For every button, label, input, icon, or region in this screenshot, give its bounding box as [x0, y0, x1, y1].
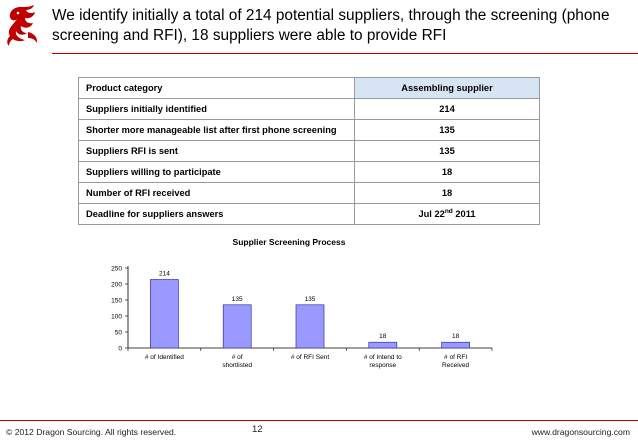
- screening-bar-chart: Supplier Screening Process 0 50 100 150 200 2…: [111, 237, 493, 369]
- page-number: 12: [252, 424, 263, 435]
- row-value: 135: [354, 140, 540, 162]
- bar: [441, 341, 470, 349]
- row-label: Deadline for suppliers answers: [78, 203, 355, 225]
- x-category-label: # of RFI Sent: [291, 354, 329, 361]
- x-category-label: # of Identified: [145, 354, 184, 361]
- deadline-ordinal: nd: [444, 208, 453, 216]
- bar-value-label: 135: [232, 296, 243, 303]
- x-category-label: # of Intend to response: [364, 354, 402, 369]
- table-row: Suppliers willing to participate 18: [78, 161, 540, 183]
- row-value: 18: [354, 182, 540, 204]
- copyright-text: © 2012 Dragon Sourcing. All rights reser…: [6, 427, 177, 437]
- supplier-table: Product category Assembling supplier Sup…: [78, 77, 540, 225]
- bar: [368, 341, 398, 349]
- dragon-logo-icon: [7, 5, 38, 46]
- row-label: Suppliers RFI is sent: [78, 140, 355, 162]
- y-tick-label: 100: [111, 314, 122, 321]
- footer-divider: [0, 420, 638, 421]
- table-row: Number of RFI received 18: [78, 182, 540, 204]
- bar-value-label: 135: [305, 296, 316, 303]
- bar: [150, 279, 179, 349]
- y-tick-label: 50: [115, 330, 123, 337]
- row-value: 135: [354, 119, 540, 141]
- table-row: Suppliers RFI is sent 135: [78, 140, 540, 162]
- bar: [295, 304, 325, 349]
- x-category-label: # of shortlisted: [222, 354, 252, 369]
- bar-value-label: 214: [159, 271, 170, 278]
- header-label: Product category: [78, 77, 355, 99]
- row-label: Shorter more manageable list after first…: [78, 119, 355, 141]
- bar-value-label: 18: [379, 333, 387, 340]
- header-value: Assembling supplier: [354, 77, 540, 99]
- row-value: 214: [354, 98, 540, 120]
- y-tick-label: 0: [118, 346, 122, 353]
- x-category-label: # of RFI Received: [442, 354, 469, 369]
- y-tick-label: 200: [111, 282, 122, 289]
- y-tick-label: 150: [111, 298, 122, 305]
- slide-title: We identify initially a total of 214 pot…: [52, 7, 610, 44]
- y-tick-label: 250: [111, 266, 122, 273]
- website-link[interactable]: www.dragonsourcing.com: [531, 427, 630, 437]
- title-divider: [52, 53, 638, 54]
- bar: [222, 304, 252, 349]
- row-label: Suppliers initially identified: [78, 98, 355, 120]
- row-value-deadline: Jul 22nd 2011: [354, 203, 540, 225]
- table-row: Deadline for suppliers answers Jul 22nd …: [78, 203, 540, 225]
- row-label: Suppliers willing to participate: [78, 161, 355, 183]
- table-header-row: Product category Assembling supplier: [78, 77, 540, 99]
- row-value: 18: [354, 161, 540, 183]
- bar-value-label: 18: [452, 333, 460, 340]
- table-row: Shorter more manageable list after first…: [78, 119, 540, 141]
- deadline-year: 2011: [452, 209, 476, 220]
- chart-title: Supplier Screening Process: [233, 237, 346, 247]
- deadline-date: Jul 22: [418, 209, 445, 220]
- table-row: Suppliers initially identified 214: [78, 98, 540, 120]
- row-label: Number of RFI received: [78, 182, 355, 204]
